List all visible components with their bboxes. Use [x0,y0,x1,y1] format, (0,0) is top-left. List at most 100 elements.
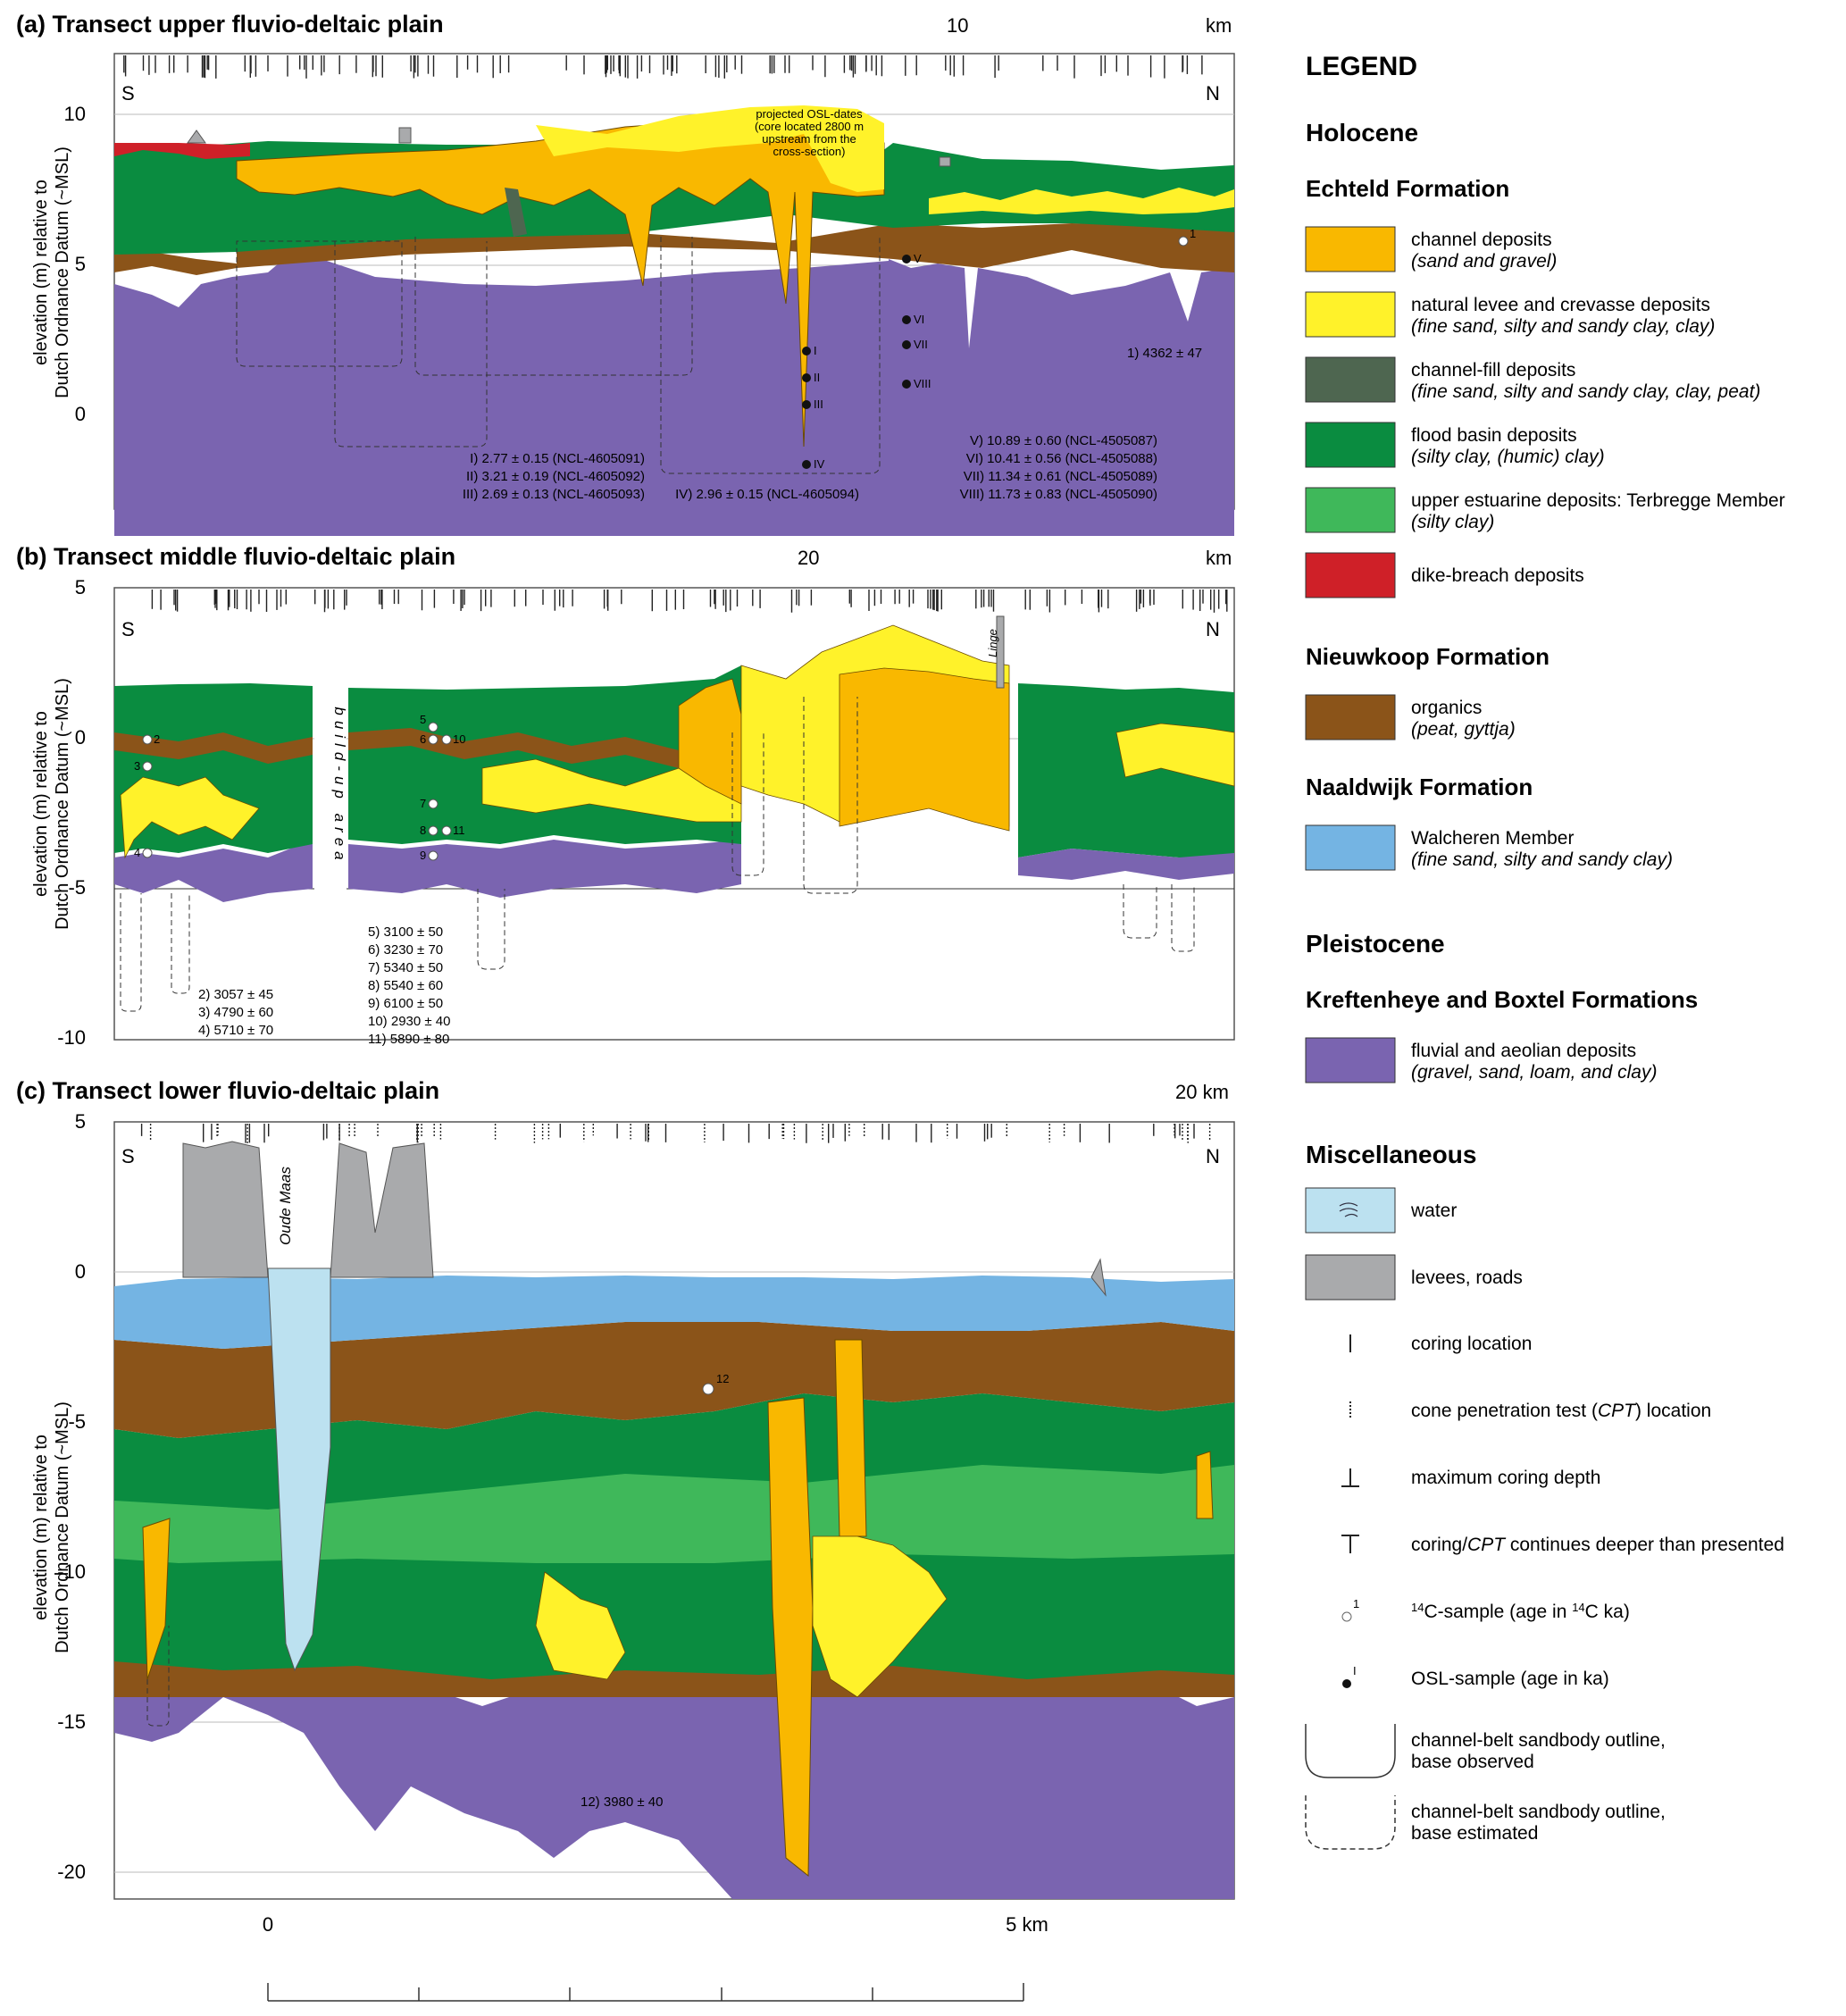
osl-sample-vi [902,315,911,324]
legend-outline-observed-1: channel-belt sandbody outline, [1411,1730,1666,1751]
scale-zero: 0 [263,1913,273,1936]
legend-misc: Miscellaneous [1306,1141,1476,1168]
legend-c14-label: 14C-sample (age in 14C ka) [1411,1601,1630,1623]
projected-note-1: projected OSL-dates [756,107,863,121]
legend-levee-sub: (fine sand, silty and sandy clay, clay) [1411,316,1715,337]
legend-water-label: water [1410,1200,1457,1221]
legend-swatch-levee [1305,291,1396,338]
panel-c-title: (c) Transect lower fluvio-deltaic plain [16,1077,439,1104]
osl-sample-icon-label: I [1353,1664,1357,1677]
panel-c-ylabel-1: elevation (m) relative to [31,1435,51,1620]
outline-observed-icon [1305,1724,1396,1778]
legend-organics-sub: (peat, gyttja) [1411,719,1516,740]
c14-label-8: 8 [420,824,426,837]
panel-a-north: N [1206,82,1220,105]
channel-c-4 [1196,1451,1214,1519]
c14-label-9: 9 [420,849,426,862]
c14-label-6: 6 [420,732,426,746]
panel-a-ytick-0: 0 [75,403,86,425]
oude-maas-label: Oude Maas [277,1167,294,1245]
channel-c-1 [767,1397,814,1878]
osl-label-ii: II [814,371,820,384]
c14-sample-8 [428,825,439,836]
date-a-iii: III) 2.69 ± 0.13 (NCL-4605093) [463,487,645,502]
legend-outline-observed-2: base observed [1411,1752,1534,1772]
legend-dike-breach-label: dike-breach deposits [1411,565,1584,586]
osl-label-viii: VIII [914,377,931,390]
levee-road-c-3 [1090,1258,1107,1297]
panel-a-ylabel-2: Dutch Ordnance Datum (~MSL) [53,146,72,398]
channel-b-right [839,667,1010,832]
osl-sample-viii [902,380,911,389]
c14-sample-7 [428,799,439,809]
c14-sample-3 [142,761,153,772]
legend-swatch-levees-roads [1305,1254,1396,1301]
panel-c-ytick-m5: -5 [68,1410,86,1433]
c14-sample-2 [142,734,153,745]
outline-estimated-c-1 [146,1626,170,1727]
legend-max-depth-label: maximum coring depth [1411,1468,1600,1488]
date-b-6: 6) 3230 ± 70 [368,942,443,958]
c14-sample-6 [428,734,439,745]
panel-c-ytick-5: 5 [75,1110,86,1133]
panel-a-south: S [121,82,135,105]
pleistocene-b-left [114,840,313,902]
legend-swatch-flood-basin [1305,422,1396,468]
osl-sample-v [902,255,911,264]
date-b-9: 9) 6100 ± 50 [368,996,443,1011]
date-a-v: V) 10.89 ± 0.60 (NCL-4505087) [970,433,1157,448]
outline-estimated-icon [1305,1795,1396,1850]
legend-swatch-dike-breach [1305,552,1396,598]
levee-road-a-3 [939,156,951,167]
osl-label-vi: VI [914,313,924,326]
osl-sample-iii [802,400,811,409]
legend-swatch-organics [1305,694,1396,740]
legend-flood-basin-label: flood basin deposits [1411,425,1577,446]
organics-layer-a [114,214,1234,275]
legend-channel-fill-sub: (fine sand, silty and sandy clay, clay, … [1411,381,1760,402]
projected-note-2: (core located 2800 m [755,120,864,133]
panel-a-km-unit: km [1206,14,1232,37]
legend: LEGEND Holocene Echteld Formation channe… [1305,52,1785,1850]
legend-swatch-channel [1305,226,1396,272]
osl-label-i: I [814,344,817,357]
projected-note-4: cross-section) [773,145,846,158]
legend-flood-basin-sub: (silty clay, (humic) clay) [1411,447,1605,467]
c14-sample-4 [142,848,153,858]
legend-title: LEGEND [1306,52,1417,81]
osl-label-iv: IV [814,457,825,471]
c14-sample-icon-label: 1 [1353,1597,1359,1610]
c14-label-11: 11 [453,824,465,837]
levee-c-2 [812,1535,948,1698]
levee-deposits-a [536,105,884,192]
organics-c-upper [114,1322,1234,1438]
c14-label-4: 4 [134,846,140,859]
scale-five-km: 5 km [1006,1913,1048,1936]
outline-estimated-a-3 [414,237,693,376]
legend-swatch-walcheren [1305,824,1396,871]
pleistocene-b-mid [348,840,741,898]
osl-sample-vii [902,340,911,349]
date-a-i: I) 2.77 ± 0.15 (NCL-4605091) [470,451,645,466]
legend-walcheren-label: Walcheren Member [1411,828,1574,849]
outline-estimated-b-6 [1123,884,1157,939]
max-depth-icon [1341,1468,1359,1487]
osl-sample-icon [1342,1679,1351,1688]
organics-c-lower [114,1661,1234,1697]
legend-cpt-label: cone penetration test (CPT) location [1411,1401,1711,1421]
c14-label-3: 3 [134,759,140,773]
linge-label: Linge [986,629,999,657]
c14-sample-1 [1178,236,1189,247]
panel-a-km-tick: 10 [947,14,968,37]
legend-levee-label: natural levee and crevasse deposits [1411,295,1710,315]
legend-fluvial-label: fluvial and aeolian deposits [1411,1041,1636,1061]
panel-b: (b) Transect middle fluvio-deltaic plain… [16,543,1235,1049]
date-b-8: 8) 5540 ± 60 [368,978,443,993]
legend-pleistocene: Pleistocene [1306,930,1445,958]
c14-label-1: 1 [1190,227,1196,240]
outline-estimated-b-7 [1171,884,1195,952]
panel-a-ytick-5: 5 [75,253,86,275]
panel-b-ytick-m10: -10 [57,1026,86,1049]
panel-c-km-top: 20 km [1175,1081,1229,1103]
c14-sample-10 [441,734,452,745]
